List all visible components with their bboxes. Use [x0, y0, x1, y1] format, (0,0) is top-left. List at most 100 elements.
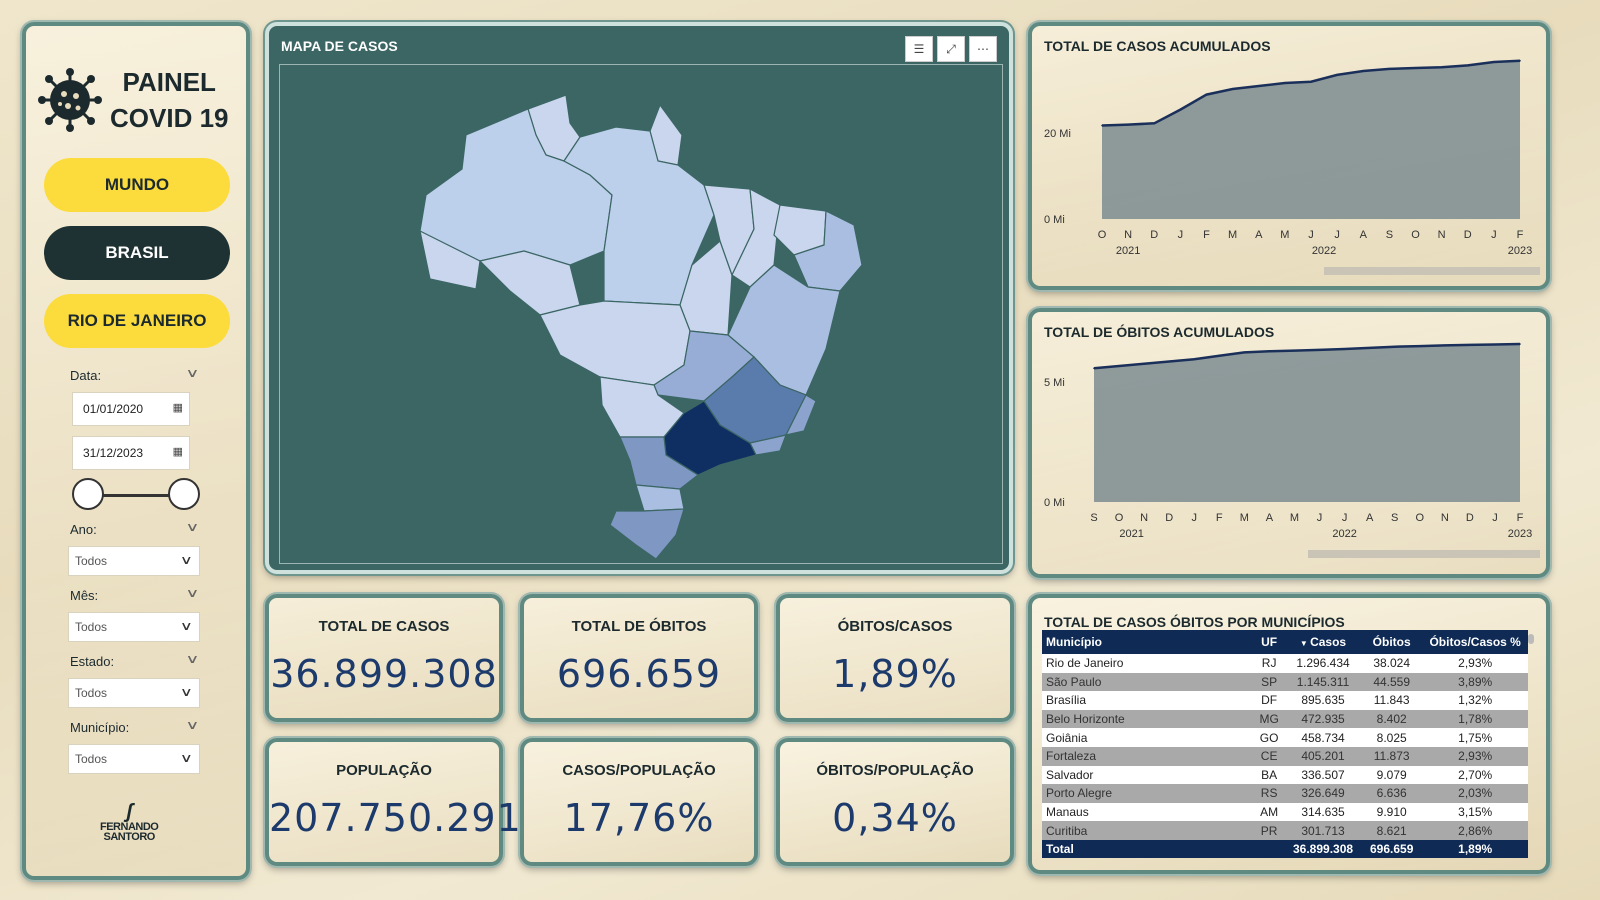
cases-data-point: [1153, 122, 1156, 125]
chevron-down-icon[interactable]: ∨: [185, 586, 200, 600]
deaths-x-tick-label: M: [1290, 512, 1299, 524]
chevron-down-icon[interactable]: ∨: [185, 652, 200, 666]
cases-x-tick-label: D: [1464, 229, 1472, 241]
state-espirito-santo: [784, 394, 817, 436]
brasil-button[interactable]: BRASIL: [44, 226, 230, 280]
column-header-casos[interactable]: ▼ Casos: [1284, 630, 1362, 654]
date-slider-start-handle[interactable]: [72, 478, 104, 510]
rio-de-janeiro-button[interactable]: RIO DE JANEIRO: [44, 294, 230, 348]
cases-data-point: [1362, 70, 1365, 72]
brazil-map[interactable]: [280, 65, 1002, 563]
cases-area-chart[interactable]: 20 Mi 0 Mi O N D J F M A M J J A S O N D J F 2021 2022 2023: [1032, 26, 1546, 286]
cases-data-point: [1388, 68, 1391, 70]
deaths-data-point: [1143, 362, 1145, 365]
cell-obitos-casos: 1,75%: [1422, 728, 1528, 747]
date-slider-end-handle[interactable]: [168, 478, 200, 510]
cell-uf: CE: [1253, 746, 1285, 766]
kpi-title: TOTAL DE ÓBITOS: [571, 618, 707, 635]
mundo-button[interactable]: MUNDO: [44, 158, 230, 212]
date-end-input[interactable]: 31/12/2023 ▦: [72, 436, 190, 470]
column-header-municipio[interactable]: Município: [1042, 630, 1254, 654]
filter-icon[interactable]: ☰: [905, 36, 933, 62]
cases-x-tick-label: J: [1334, 229, 1340, 241]
deaths-scrollbar[interactable]: [1308, 550, 1540, 558]
total-cell: 1,89%: [1422, 839, 1528, 858]
estado-filter-label: Estado:: [70, 654, 115, 669]
table-row[interactable]: Brasília DF 895.635 11.843 1,32%: [1042, 691, 1528, 710]
more-options-icon[interactable]: ⋯: [969, 36, 997, 62]
cell-municipio: Goiânia: [1042, 728, 1254, 747]
municipios-table[interactable]: Município UF ▼ Casos Óbitos Óbitos/Casos…: [1042, 630, 1528, 858]
cell-uf: DF: [1253, 691, 1285, 710]
mes-select[interactable]: Todos ∨: [68, 612, 200, 642]
cell-obitos-casos: 1,78%: [1422, 709, 1528, 729]
cell-uf: RS: [1253, 784, 1285, 803]
brand-line1: FERNANDO: [100, 821, 159, 833]
table-row[interactable]: Fortaleza CE 405.201 11.873 2,93%: [1042, 746, 1528, 766]
cases-x-tick-label: M: [1228, 229, 1237, 241]
cases-x-tick-label: J: [1178, 229, 1184, 241]
table-row[interactable]: Belo Horizonte MG 472.935 8.402 1,78%: [1042, 709, 1528, 729]
deaths-data-point: [1168, 360, 1170, 363]
municipio-select[interactable]: Todos ∨: [68, 744, 200, 774]
cell-municipio: Rio de Janeiro: [1042, 654, 1254, 673]
focus-mode-icon[interactable]: ⤢: [937, 36, 965, 62]
cell-uf: GO: [1253, 728, 1285, 747]
chevron-down-icon[interactable]: ∨: [185, 366, 200, 380]
cases-x-tick-label: S: [1386, 229, 1393, 241]
chevron-down-icon[interactable]: ∨: [185, 718, 200, 732]
column-header-uf[interactable]: UF: [1253, 630, 1285, 654]
deaths-x-tick-label: J: [1317, 512, 1323, 524]
cases-data-point: [1231, 88, 1234, 90]
dropdown-arrow-icon: ∨: [180, 751, 194, 765]
date-start-input[interactable]: 01/01/2020 ▦: [72, 392, 190, 426]
calendar-icon[interactable]: ▦: [172, 446, 183, 458]
mes-filter-label: Mês:: [70, 588, 99, 603]
table-scrollbar[interactable]: [1528, 634, 1534, 644]
calendar-icon[interactable]: ▦: [172, 402, 183, 414]
ano-select[interactable]: Todos ∨: [68, 546, 200, 576]
cell-municipio: Curitiba: [1042, 821, 1254, 840]
table-row[interactable]: Rio de Janeiro RJ 1.296.434 38.024 2,93%: [1042, 654, 1528, 673]
column-header-obitos[interactable]: Óbitos: [1361, 630, 1423, 654]
kpi-total-obitos: TOTAL DE ÓBITOS 696.659: [520, 594, 758, 722]
state-rio-grande-do-sul: [609, 508, 685, 560]
deaths-x-tick-label: A: [1366, 512, 1374, 524]
deaths-y-tick-label: 5 Mi: [1044, 377, 1065, 389]
cell-uf: PR: [1253, 821, 1285, 840]
estado-select[interactable]: Todos ∨: [68, 678, 200, 708]
date-filter-label: Data:: [70, 368, 102, 383]
brand-logo: ʃ FERNANDO SANTORO: [100, 802, 159, 843]
cases-data-point: [1440, 66, 1443, 68]
table-row[interactable]: Salvador BA 336.507 9.079 2,70%: [1042, 765, 1528, 785]
kpi-obitos-casos: ÓBITOS/CASOS 1,89%: [776, 594, 1014, 722]
deaths-area-chart[interactable]: 5 Mi 0 Mi S O N D J F M A M J J A S O N D J F 2021 2022 2023: [1032, 312, 1546, 574]
cell-uf: SP: [1253, 672, 1285, 692]
chevron-down-icon[interactable]: ∨: [185, 520, 200, 534]
deaths-area-fill: [1094, 344, 1520, 502]
cases-x-tick-label: A: [1255, 229, 1263, 241]
map-area[interactable]: [279, 64, 1003, 564]
cases-data-point: [1257, 85, 1260, 87]
deaths-x-tick-label: D: [1165, 512, 1173, 524]
table-row[interactable]: Goiânia GO 458.734 8.025 1,75%: [1042, 728, 1528, 747]
ano-filter-label: Ano:: [70, 522, 97, 537]
cell-uf: BA: [1253, 765, 1285, 785]
table-row[interactable]: Curitiba PR 301.713 8.621 2,86%: [1042, 821, 1528, 840]
deaths-data-point: [1418, 345, 1421, 347]
total-cell: 36.899.308: [1284, 839, 1362, 858]
date-slider-track[interactable]: [88, 494, 188, 497]
deaths-year-label: 2022: [1332, 528, 1356, 540]
table-row[interactable]: Porto Alegre RS 326.649 6.636 2,03%: [1042, 784, 1528, 803]
municipio-select-value: Todos: [75, 752, 108, 766]
municipio-filter-label: Município:: [70, 720, 130, 735]
column-header-obitos-casos[interactable]: Óbitos/Casos %: [1422, 630, 1528, 654]
dropdown-arrow-icon: ∨: [180, 619, 194, 633]
kpi-title: TOTAL DE CASOS: [318, 618, 450, 635]
cases-data-point: [1205, 93, 1208, 96]
table-row[interactable]: São Paulo SP 1.145.311 44.559 3,89%: [1042, 672, 1528, 692]
cases-scrollbar[interactable]: [1324, 267, 1540, 275]
cases-year-label: 2021: [1116, 245, 1140, 257]
cell-obitos: 9.079: [1361, 765, 1423, 785]
table-row[interactable]: Manaus AM 314.635 9.910 3,15%: [1042, 802, 1528, 822]
